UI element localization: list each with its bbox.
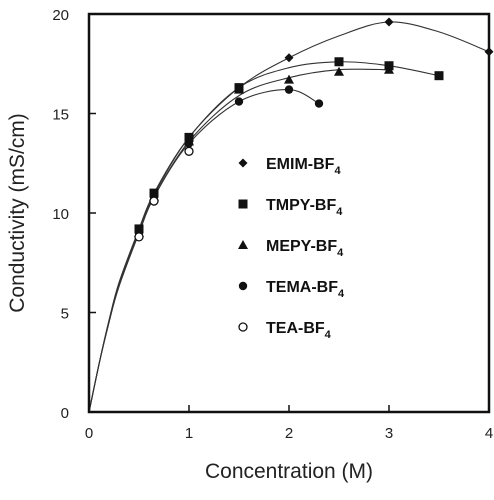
point-tema-bf4-3 <box>234 97 244 106</box>
point-tmpy-bf4-6 <box>434 71 444 81</box>
curve-tema-bf4 <box>88 89 320 413</box>
legend-marker-tea-bf4 <box>238 322 248 332</box>
y-axis-title: Conductivity (mS/cm) <box>6 113 29 313</box>
point-tea-bf4-2 <box>184 146 194 156</box>
legend-label-tema-bf4: TEMA-BF4 <box>266 279 345 300</box>
point-tema-bf4-2 <box>184 139 194 148</box>
x-tick-label-4: 4 <box>485 425 493 442</box>
point-mepy-bf4-4 <box>284 74 294 84</box>
point-tema-bf4-5 <box>314 99 324 108</box>
y-tick-label-0: 0 <box>61 405 69 422</box>
x-tick-label-2: 2 <box>285 425 293 442</box>
legend-label-emim-bf4: EMIM-BF4 <box>266 156 341 177</box>
x-tick-label-0: 0 <box>85 425 93 442</box>
legend-marker-emim-bf4 <box>238 158 248 168</box>
legend: EMIM-BF4 TMPY-BF4 MEPY-BF4 TEMA-BF4 TEA-BF4 <box>238 156 345 341</box>
legend-label-tmpy-bf4: TMPY-BF4 <box>266 197 343 218</box>
point-tea-bf4-0 <box>134 232 144 242</box>
legend-marker-mepy-bf4 <box>238 240 248 249</box>
point-emim-bf4-4 <box>284 53 294 63</box>
legend-label-tea-bf4: TEA-BF4 <box>266 320 332 341</box>
x-tick-label-1: 1 <box>185 425 193 442</box>
x-tick-label-3: 3 <box>385 425 393 442</box>
point-tea-bf4-1 <box>149 196 159 206</box>
point-emim-bf4-5 <box>384 17 394 27</box>
point-mepy-bf4-3 <box>234 84 244 94</box>
y-tick-label-15: 15 <box>52 107 69 124</box>
y-tick-label-10: 10 <box>52 206 69 223</box>
axis-ticks: 0 1 2 3 4 0 5 10 15 20 <box>52 7 493 442</box>
legend-marker-tema-bf4 <box>238 281 248 291</box>
point-mepy-bf4-6 <box>384 64 394 74</box>
x-axis-title: Concentration (M) <box>205 460 373 483</box>
data-markers <box>134 17 494 242</box>
legend-label-mepy-bf4: MEPY-BF4 <box>266 238 344 259</box>
point-tmpy-bf4-4 <box>334 57 344 67</box>
point-mepy-bf4-5 <box>334 66 344 76</box>
point-tema-bf4-4 <box>284 85 294 94</box>
y-tick-label-5: 5 <box>61 306 69 323</box>
y-tick-label-20: 20 <box>52 7 69 24</box>
legend-marker-tmpy-bf4 <box>238 199 248 209</box>
point-emim-bf4-6 <box>484 47 494 57</box>
